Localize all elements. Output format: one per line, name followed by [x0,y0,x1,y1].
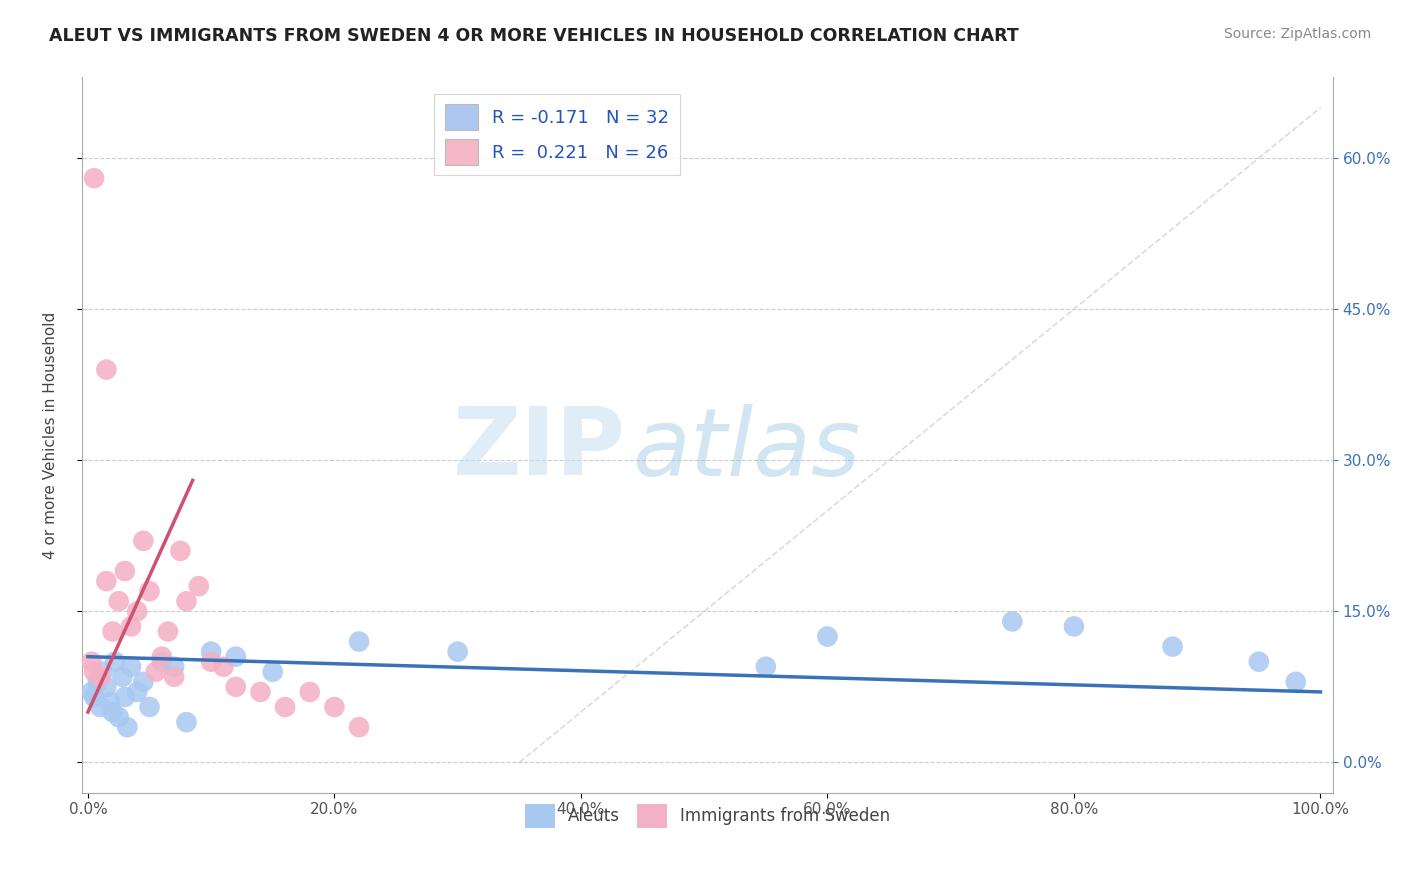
Point [156,624,179,639]
Point [120,619,142,633]
Point [89,670,111,684]
Point [114,690,136,704]
Point [127,685,149,699]
Point [87,674,110,689]
Point [815,630,838,644]
Point [163,670,186,684]
Point [101,624,124,639]
Point [96,362,118,376]
Point [132,533,155,548]
Point [298,685,321,699]
Legend: Aleuts, Immigrants from Sweden: Aleuts, Immigrants from Sweden [517,797,897,834]
Point [138,700,160,714]
Point [98,695,121,709]
Point [89,700,111,714]
Point [447,645,470,659]
Point [1247,655,1270,669]
Point [117,720,139,734]
Point [1161,640,1184,654]
Point [347,720,370,734]
Point [96,680,118,694]
Point [200,655,222,669]
Point [107,710,129,724]
Point [104,655,127,669]
Point [83,171,105,186]
Point [1001,615,1024,629]
Point [187,579,209,593]
Text: ALEUT VS IMMIGRANTS FROM SWEDEN 4 OR MORE VEHICLES IN HOUSEHOLD CORRELATION CHAR: ALEUT VS IMMIGRANTS FROM SWEDEN 4 OR MOR… [49,27,1019,45]
Point [120,659,142,673]
Point [80,685,103,699]
Point [145,665,167,679]
Point [274,700,297,714]
Point [150,649,173,664]
Point [200,645,222,659]
Text: atlas: atlas [633,404,860,495]
Point [111,670,134,684]
Point [225,649,247,664]
Point [101,705,124,719]
Point [176,715,198,730]
Point [176,594,198,608]
Point [132,674,155,689]
Text: ZIP: ZIP [453,403,626,495]
Point [347,634,370,648]
Point [127,604,149,618]
Point [91,665,114,679]
Point [249,685,271,699]
Point [83,665,105,679]
Point [83,690,105,704]
Point [169,544,191,558]
Point [150,655,173,669]
Y-axis label: 4 or more Vehicles in Household: 4 or more Vehicles in Household [44,311,58,558]
Point [96,574,118,588]
Point [323,700,346,714]
Point [1285,674,1308,689]
Point [114,564,136,578]
Point [262,665,284,679]
Point [225,680,247,694]
Text: Source: ZipAtlas.com: Source: ZipAtlas.com [1223,27,1371,41]
Point [107,594,129,608]
Point [1063,619,1085,633]
Point [163,659,186,673]
Point [80,655,103,669]
Point [755,659,778,673]
Point [212,659,235,673]
Point [138,584,160,599]
